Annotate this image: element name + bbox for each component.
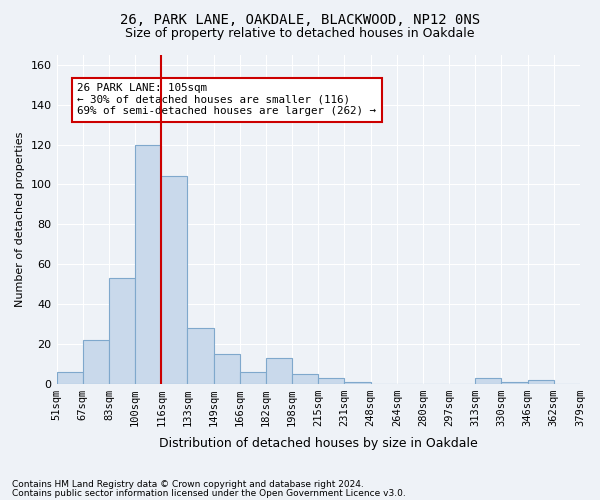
Text: Size of property relative to detached houses in Oakdale: Size of property relative to detached ho… — [125, 28, 475, 40]
Bar — [135, 144, 161, 384]
Bar — [527, 380, 554, 384]
Bar — [240, 372, 266, 384]
Bar — [109, 278, 135, 384]
Bar — [56, 372, 83, 384]
Bar — [318, 378, 344, 384]
Text: 26 PARK LANE: 105sqm
← 30% of detached houses are smaller (116)
69% of semi-deta: 26 PARK LANE: 105sqm ← 30% of detached h… — [77, 83, 376, 116]
Text: Contains public sector information licensed under the Open Government Licence v3: Contains public sector information licen… — [12, 488, 406, 498]
Bar — [83, 340, 109, 384]
Text: Contains HM Land Registry data © Crown copyright and database right 2024.: Contains HM Land Registry data © Crown c… — [12, 480, 364, 489]
Bar — [292, 374, 318, 384]
Bar — [475, 378, 502, 384]
Bar — [187, 328, 214, 384]
Bar — [344, 382, 371, 384]
Bar — [214, 354, 240, 384]
Bar — [502, 382, 527, 384]
Bar — [266, 358, 292, 384]
Text: 26, PARK LANE, OAKDALE, BLACKWOOD, NP12 0NS: 26, PARK LANE, OAKDALE, BLACKWOOD, NP12 … — [120, 12, 480, 26]
X-axis label: Distribution of detached houses by size in Oakdale: Distribution of detached houses by size … — [159, 437, 478, 450]
Y-axis label: Number of detached properties: Number of detached properties — [15, 132, 25, 307]
Bar — [161, 176, 187, 384]
